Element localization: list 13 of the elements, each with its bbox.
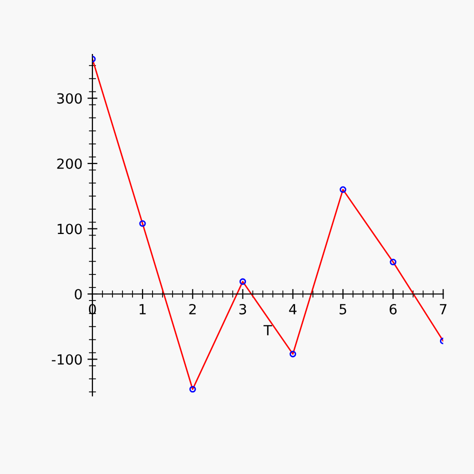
x-tick-label: 5 [340,304,346,314]
x-tick-label: 7 [440,304,446,314]
x-axis-title: T [264,325,272,336]
x-tick-label: 3 [239,304,246,314]
y-tick-label: 200 [57,158,82,169]
x-tick-label: 4 [289,304,297,314]
y-tick-label: 100 [58,224,82,234]
x-tick-label: 2 [189,304,196,314]
x-tick-label: 1 [140,304,146,314]
x-tick-label: 6 [390,304,397,314]
y-tick-label: -100 [52,354,82,365]
y-tick-label: 0 [74,288,82,300]
y-tick-label: 300 [57,93,82,104]
